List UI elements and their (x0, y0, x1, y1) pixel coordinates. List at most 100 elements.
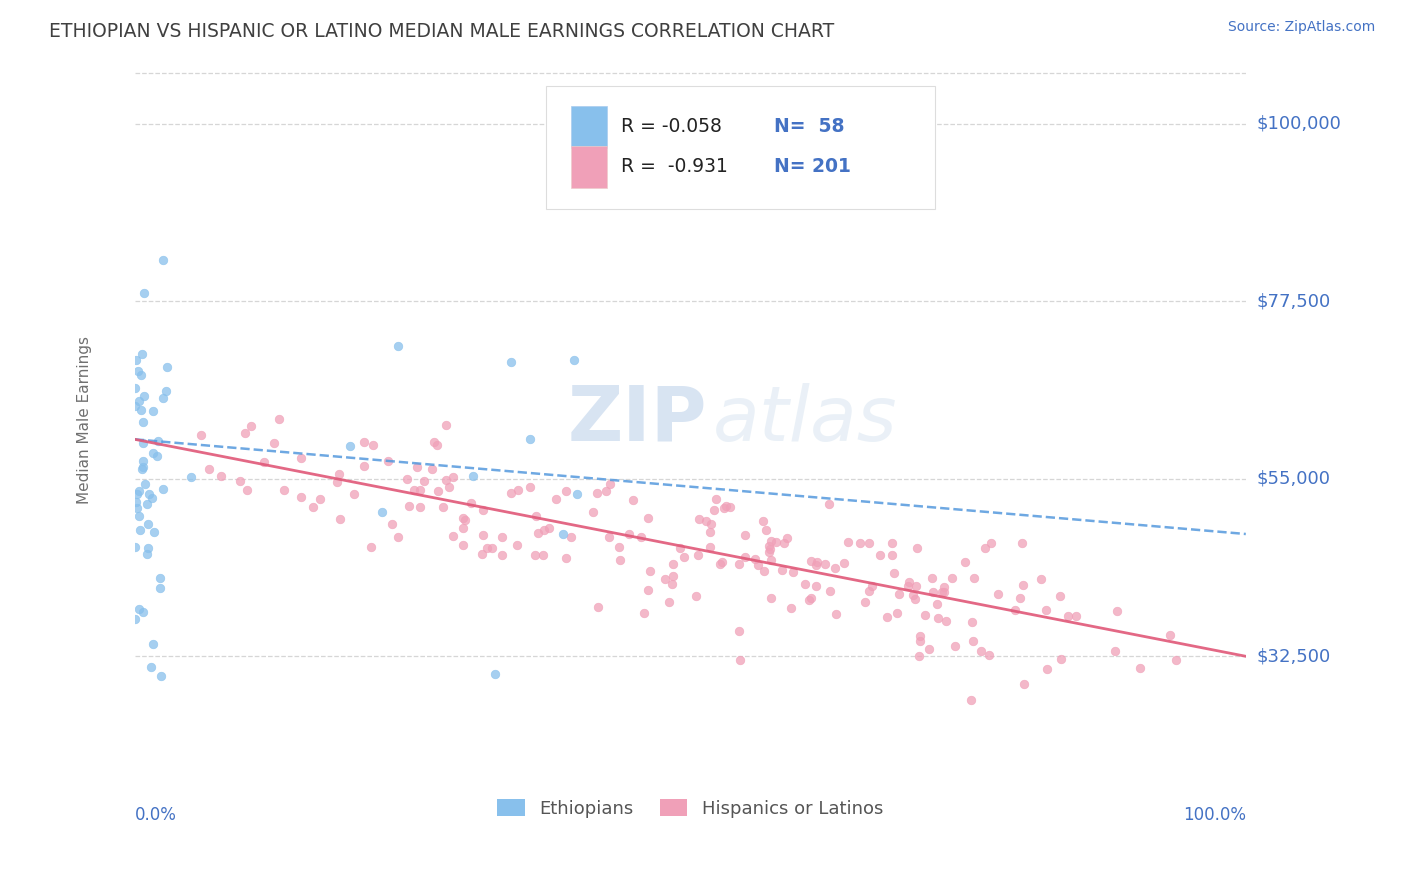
Point (125, 494, 148, 508)
Point (1104, 644, 1126, 658)
Point (129, 368, 152, 382)
Point (905, 541, 928, 555)
Point (377, 454, 399, 468)
Text: $77,500: $77,500 (1257, 293, 1331, 310)
Point (531, 548, 554, 562)
Point (770, 563, 793, 577)
Legend: Ethiopians, Hispanics or Latinos: Ethiopians, Hispanics or Latinos (491, 791, 890, 825)
Point (233, 425, 256, 440)
Point (897, 575, 920, 590)
Point (804, 579, 827, 593)
Point (141, 403, 163, 417)
Point (703, 502, 725, 516)
Point (228, 474, 250, 488)
Point (555, 484, 578, 499)
Point (747, 558, 769, 573)
Point (145, 450, 167, 464)
Point (398, 499, 420, 513)
Point (128, 509, 150, 524)
Point (491, 548, 513, 562)
Point (1129, 661, 1152, 675)
Point (290, 451, 312, 466)
Point (941, 571, 963, 585)
Point (595, 484, 617, 499)
Point (409, 483, 432, 497)
Point (423, 435, 446, 450)
Point (837, 535, 859, 549)
Point (582, 505, 605, 519)
Point (523, 548, 546, 562)
Point (426, 438, 449, 452)
Point (832, 556, 855, 570)
Point (598, 530, 620, 544)
Point (658, 594, 681, 608)
Point (617, 527, 640, 541)
Point (758, 545, 780, 559)
Point (149, 581, 172, 595)
Point (1064, 608, 1087, 623)
Point (432, 500, 454, 514)
Point (198, 462, 221, 476)
Text: R =  -0.931: R = -0.931 (621, 157, 728, 177)
Point (1029, 572, 1052, 586)
Point (776, 532, 799, 546)
Point (146, 434, 169, 448)
Point (475, 541, 498, 555)
Point (460, 496, 482, 510)
Point (499, 486, 522, 500)
Point (734, 528, 756, 542)
FancyBboxPatch shape (546, 86, 935, 209)
Point (132, 454, 155, 468)
Point (962, 615, 984, 629)
Point (128, 393, 150, 408)
Point (751, 514, 773, 528)
Point (1004, 603, 1026, 617)
Text: N=  58: N= 58 (773, 118, 844, 136)
Point (661, 576, 683, 591)
Point (454, 513, 477, 527)
Point (806, 555, 828, 569)
Point (759, 591, 782, 605)
Point (780, 601, 803, 615)
Point (908, 648, 931, 663)
Point (752, 565, 775, 579)
Point (136, 517, 159, 532)
Point (669, 541, 692, 555)
Point (451, 510, 474, 524)
Point (453, 538, 475, 552)
Point (637, 583, 659, 598)
Point (519, 480, 541, 494)
Point (484, 666, 506, 681)
Point (800, 554, 823, 568)
Text: ZIP: ZIP (568, 383, 707, 457)
Point (124, 540, 146, 554)
Point (869, 548, 891, 562)
Point (544, 492, 567, 507)
Point (273, 483, 295, 497)
Point (685, 589, 707, 603)
Point (637, 511, 659, 525)
Point (339, 440, 361, 454)
Point (1036, 661, 1059, 675)
Point (180, 470, 202, 484)
Point (1049, 589, 1071, 603)
Point (824, 607, 846, 622)
Point (758, 539, 780, 553)
Text: atlas: atlas (713, 383, 897, 457)
Point (269, 412, 291, 426)
Point (621, 492, 644, 507)
Point (134, 477, 156, 491)
Point (960, 693, 983, 707)
Point (124, 612, 146, 626)
Point (1050, 651, 1073, 665)
Point (434, 473, 457, 487)
Point (190, 427, 212, 442)
Point (527, 526, 550, 541)
Point (155, 384, 177, 398)
Point (889, 587, 911, 601)
Point (935, 614, 957, 628)
Point (716, 499, 738, 513)
Point (471, 528, 494, 542)
Point (506, 538, 529, 552)
Point (553, 527, 575, 541)
